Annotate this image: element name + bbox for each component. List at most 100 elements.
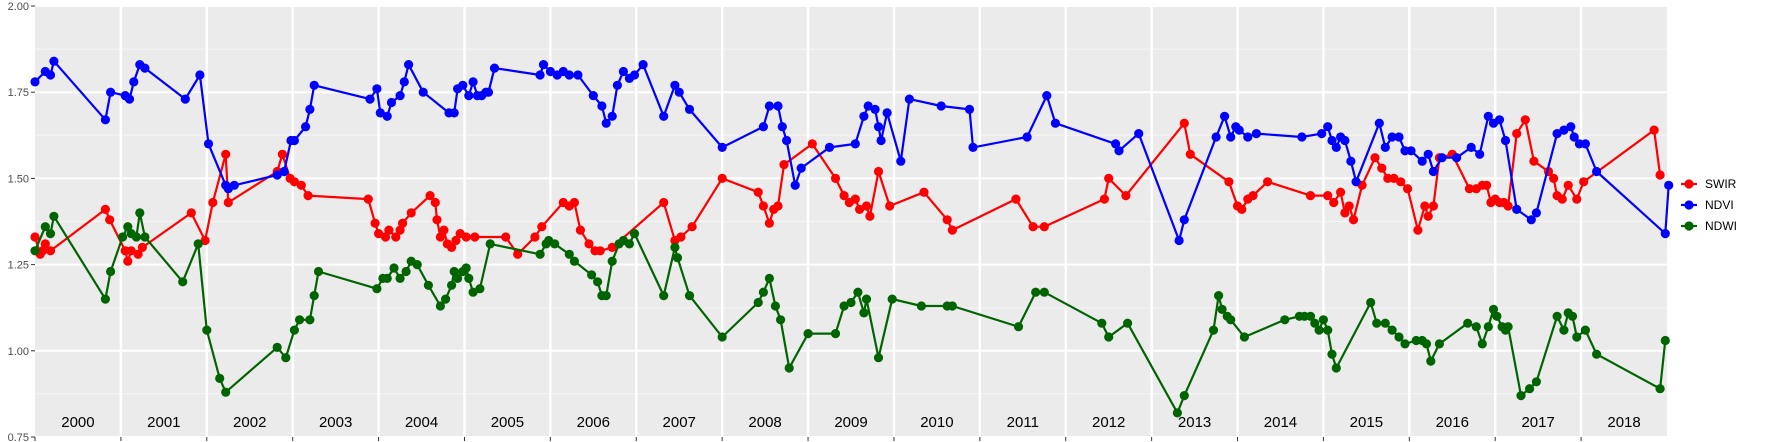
data-point-ndwi [1372,318,1382,328]
data-point-ndvi [1226,132,1236,142]
data-point-ndwi [1592,349,1602,359]
data-point-ndwi [916,301,927,311]
year-label: 2012 [1092,414,1125,431]
series-ndwi [30,208,1670,418]
data-point-swir [773,201,783,211]
data-point-ndvi [1483,111,1493,121]
data-point-ndwi [395,273,405,283]
data-point-ndwi [485,239,495,249]
year-label: 2003 [319,414,352,431]
data-point-ndwi [178,277,188,287]
data-point-ndvi [1327,135,1337,146]
data-point-ndvi [790,180,800,190]
data-point-swir [839,191,849,201]
data-point-ndwi [447,280,457,290]
data-point-ndvi [1050,118,1060,128]
data-point-ndwi [372,284,382,294]
data-point-ndvi [638,60,648,70]
data-point-ndwi [830,329,841,339]
year-label: 2011 [1007,414,1039,431]
data-point-swir [370,218,380,228]
data-point-ndvi [395,91,405,101]
data-point-ndvi [1417,156,1427,166]
data-point-ndwi [753,297,763,308]
data-point-ndwi [846,297,856,308]
data-point-swir [1329,197,1339,208]
data-point-ndwi [1426,356,1436,366]
data-point-ndwi [672,253,683,263]
data-point-ndwi [313,266,324,277]
data-point-ndvi [1234,125,1244,135]
data-point-ndvi [1114,146,1124,156]
data-point-ndwi [382,273,392,283]
data-point-ndwi [45,229,56,239]
data-point-ndwi [100,294,110,304]
data-point-swir [1348,215,1359,225]
data-point-ndvi [1380,142,1390,152]
data-point-ndvi [758,122,769,132]
legend-marker-ndwi [1684,221,1694,231]
data-point-ndvi [782,135,792,146]
data-point-ndvi [896,156,906,166]
data-point-ndwi [853,287,863,297]
data-point-ndvi [824,142,835,152]
data-point-ndwi [441,294,451,304]
data-point-swir [439,225,449,235]
data-point-ndvi [449,108,459,118]
data-point-swir [30,232,40,242]
data-point-ndwi [1400,339,1410,349]
data-point-ndwi [947,301,958,311]
y-tick-label: 0.75 [8,432,29,442]
data-point-swir [1503,201,1513,211]
data-point-swir [406,208,416,218]
legend-label: NDWI [1705,219,1737,233]
data-point-ndvi [1340,135,1350,146]
data-point-ndvi [1406,146,1416,156]
data-point-ndvi [876,135,886,146]
data-point-ndvi [301,122,311,132]
data-point-swir [1396,177,1406,187]
data-point-swir [1224,177,1234,187]
data-point-ndvi [777,122,787,132]
data-point-swir [855,204,865,214]
data-point-ndvi [545,66,556,77]
data-point-swir [1323,191,1333,201]
data-point-ndvi [1660,229,1670,239]
data-point-ndvi [873,122,884,132]
data-point-ndwi [1104,332,1114,342]
data-point-ndwi [1226,315,1236,325]
data-point-ndwi [607,256,617,266]
data-point-ndvi [372,84,382,94]
data-point-ndvi [279,166,289,177]
data-point-ndwi [475,284,485,294]
data-point-ndvi [1452,153,1462,163]
year-label: 2015 [1350,414,1383,431]
data-point-ndwi [1366,297,1376,308]
data-point-swir [1344,201,1354,211]
data-point-ndvi [859,111,869,121]
data-point-ndwi [1434,339,1444,349]
data-point-ndvi [1346,156,1356,166]
data-point-swir [1413,225,1423,235]
data-point-swir [501,232,511,242]
data-point-ndwi [784,363,794,373]
legend-label: SWIR [1705,177,1737,191]
data-point-ndvi [796,163,806,173]
data-point-swir [38,246,48,256]
data-point-swir [395,225,405,235]
data-point-ndvi [870,104,880,114]
data-point-ndwi [1323,325,1333,335]
data-point-swir [687,222,697,232]
data-point-ndwi [569,256,580,266]
data-point-swir [200,235,210,246]
data-point-ndvi [106,87,116,97]
data-point-ndvi [1211,132,1221,142]
legend: SWIR NDVI NDWI [1681,177,1737,233]
data-point-ndwi [1280,315,1290,325]
data-point-ndvi [904,94,915,104]
data-point-ndwi [435,301,445,311]
data-point-swir [123,256,133,266]
data-point-ndwi [1314,325,1324,335]
y-tick-label: 1.25 [8,260,29,272]
